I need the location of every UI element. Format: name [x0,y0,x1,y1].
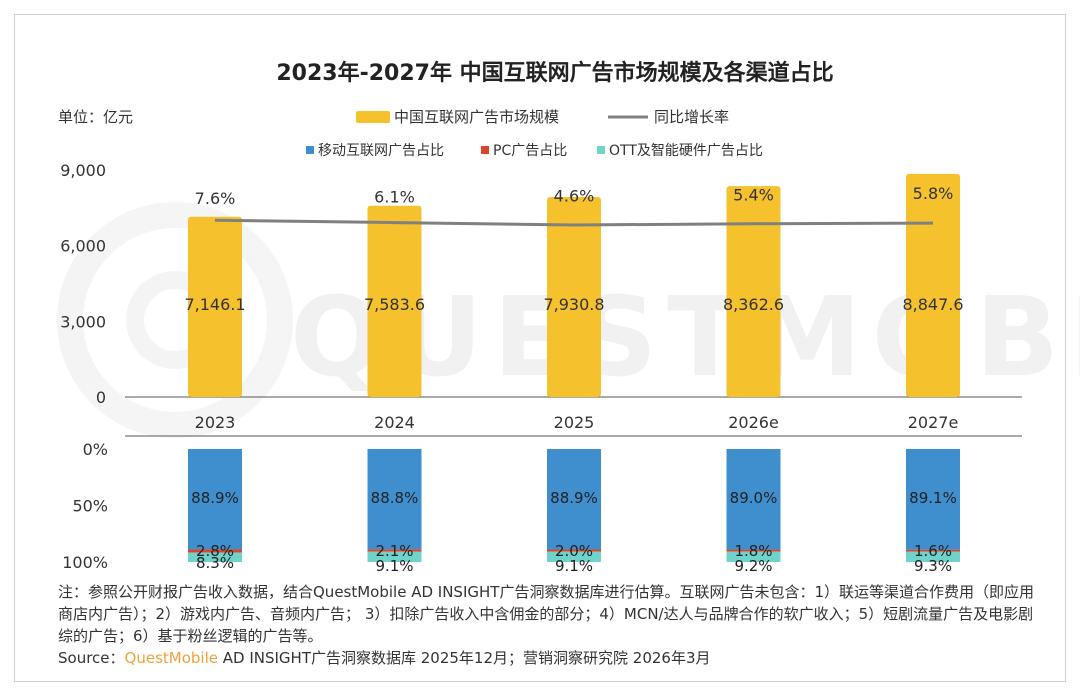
share-y-tick-label: 100% [62,553,108,572]
legend-label-mobile: 移动互联网广告占比 [318,143,444,159]
pc-share-label: 2.0% [555,542,593,560]
footnote-source: Source：QuestMobile AD INSIGHT广告洞察数据库 202… [58,647,1048,669]
ott-share-label: 9.3% [914,557,952,575]
legend-label-ott: OTT及智能硬件广告占比 [609,143,763,159]
x-tick-label: 2026e [728,413,779,432]
market-size-label: 7,930.8 [543,295,604,314]
ott-share-label: 8.3% [196,554,234,572]
growth-rate-label: 7.6% [195,189,236,208]
source-rest: AD INSIGHT广告洞察数据库 2025年12月；营销洞察研究院 2026年… [217,649,711,667]
pc-share-label: 2.8% [196,542,234,560]
x-tick-label: 2025 [554,413,595,432]
ott-share-bar [906,551,960,562]
market-size-label: 7,146.1 [184,295,245,314]
ott-share-label: 9.2% [734,557,772,575]
mobile-share-label: 88.9% [550,489,598,507]
growth-rate-line [214,218,934,227]
mobile-share-label: 89.1% [909,489,957,507]
mobile-share-label: 88.9% [191,489,239,507]
x-tick-label: 2024 [374,413,415,432]
ott-share-label: 9.1% [375,557,413,575]
market-size-bar [906,173,960,397]
growth-rate-label: 5.4% [733,185,774,204]
mobile-share-label: 89.0% [730,489,778,507]
market-size-bar [367,205,422,397]
pc-share-bar [547,549,601,552]
mobile-share-label: 88.8% [371,489,419,507]
footnote-note: 注：参照公开财报广告收入数据，结合QuestMobile AD INSIGHT广… [58,583,1034,645]
pc-share-label: 1.6% [914,542,952,560]
pc-share-bar [367,549,422,552]
legend-label-growth: 同比增长率 [654,108,729,126]
legend-swatch-pc [481,146,489,154]
legend-swatch-ott [597,146,605,154]
ott-share-bar [367,551,422,562]
mobile-share-bar [547,449,601,550]
pc-share-bar [188,549,242,553]
y-tick-label: 3,000 [60,312,106,331]
pc-share-label: 2.1% [375,542,413,560]
share-y-tick-label: 50% [72,497,108,516]
y-tick-label: 0 [96,388,106,407]
legend-swatch-market-size [356,111,390,123]
pc-share-bar [726,549,781,552]
mobile-share-bar [188,449,242,550]
market-size-label: 8,847.6 [902,295,963,314]
chart-title: 2023年-2027年 中国互联网广告市场规模及各渠道占比 [276,60,833,86]
growth-rate-label: 4.6% [554,187,595,206]
legend-swatch-mobile [306,146,314,154]
ott-share-bar [726,551,781,562]
mobile-share-bar [367,449,422,550]
footnote: 注：参照公开财报广告收入数据，结合QuestMobile AD INSIGHT广… [58,581,1048,669]
growth-rate-label: 5.8% [913,184,954,203]
pc-share-label: 1.8% [734,542,772,560]
legend-label-market-size: 中国互联网广告市场规模 [394,108,559,126]
y-tick-label: 9,000 [60,161,106,180]
y-tick-label: 6,000 [60,237,106,256]
market-size-label: 7,583.6 [364,295,425,314]
source-brand: QuestMobile [124,649,218,667]
ott-share-label: 9.1% [555,557,593,575]
share-y-tick-label: 0% [83,440,108,459]
x-tick-label: 2023 [195,413,236,432]
x-tick-label: 2027e [908,413,959,432]
legend-label-pc: PC广告占比 [493,143,567,159]
market-size-bar [547,196,601,397]
mobile-share-bar [906,449,960,550]
ott-share-bar [188,552,242,562]
ott-share-bar [547,551,601,562]
mobile-share-bar [726,449,781,550]
growth-rate-label: 6.1% [374,188,415,207]
source-prefix: Source： [58,649,125,667]
unit-label: 单位：亿元 [58,108,133,126]
market-size-bar [726,186,781,397]
market-size-bar [188,216,242,397]
pc-share-bar [906,549,960,552]
market-size-label: 8,362.6 [723,295,784,314]
